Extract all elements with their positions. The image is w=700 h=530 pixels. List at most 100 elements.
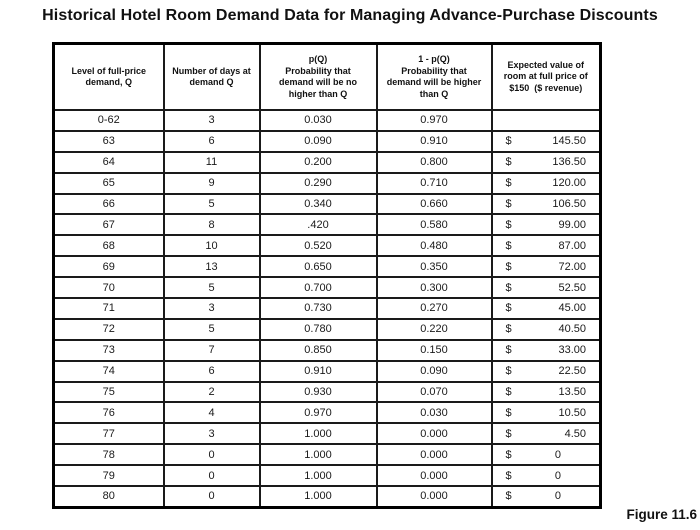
table-row: 0-62 3 0.030 0.970	[52, 109, 602, 132]
cell-demand-level: 78	[52, 443, 165, 467]
cell-probability-higher: 0.000	[375, 485, 493, 509]
expected-value-amount: 40.50	[558, 323, 586, 336]
table-row: 71 3 0.730 0.270 $ 45.00	[52, 297, 602, 320]
cell-probability-no-higher: 0.850	[258, 338, 378, 362]
table-row: 63 6 0.090 0.910 $ 145.50	[52, 129, 602, 153]
table-row: 76 4 0.970 0.030 $ 10.50	[52, 401, 602, 425]
table-row: 68 10 0.520 0.480 $ 87.00	[52, 234, 602, 258]
cell-demand-level: 0-62	[52, 109, 165, 132]
cell-days: 5	[162, 317, 261, 341]
expected-value-wrap: $ 45.00	[494, 302, 599, 315]
currency-symbol: $	[505, 448, 512, 461]
cell-expected-value: $ 40.50	[490, 317, 602, 341]
cell-probability-higher: 0.030	[375, 401, 493, 425]
cell-expected-value: $ 13.50	[490, 380, 602, 404]
cell-probability-no-higher: 0.340	[258, 192, 378, 216]
cell-probability-no-higher: 0.290	[258, 171, 378, 195]
cell-expected-value: $ 0	[490, 485, 602, 509]
col-header-days: Number of days at demand Q	[162, 42, 261, 111]
cell-days: 4	[162, 401, 261, 425]
cell-demand-level: 69	[52, 255, 165, 279]
cell-expected-value: $ 136.50	[490, 150, 602, 174]
cell-expected-value: $ 99.00	[490, 213, 602, 237]
cell-demand-level: 64	[52, 150, 165, 174]
cell-probability-no-higher: 0.700	[258, 276, 378, 300]
table-row: 75 2 0.930 0.070 $ 13.50	[52, 380, 602, 404]
cell-expected-value: $ 145.50	[490, 129, 602, 153]
cell-probability-no-higher: 0.090	[258, 129, 378, 153]
cell-expected-value: $ 45.00	[490, 297, 602, 320]
cell-probability-higher: 0.350	[375, 255, 493, 279]
table-row: 66 5 0.340 0.660 $ 106.50	[52, 192, 602, 216]
cell-probability-no-higher: 0.930	[258, 380, 378, 404]
expected-value-amount: 52.50	[558, 281, 586, 294]
table-row: 79 0 1.000 0.000 $ 0	[52, 464, 602, 488]
cell-probability-higher: 0.660	[375, 192, 493, 216]
cell-demand-level: 68	[52, 234, 165, 258]
cell-demand-level: 66	[52, 192, 165, 216]
currency-symbol: $	[505, 281, 512, 294]
cell-days: 3	[162, 297, 261, 320]
currency-symbol: $	[505, 469, 512, 482]
expected-value-wrap: $ 87.00	[494, 239, 599, 252]
currency-symbol: $	[505, 156, 512, 169]
cell-probability-higher: 0.270	[375, 297, 493, 320]
cell-probability-higher: 0.000	[375, 464, 493, 488]
cell-demand-level: 71	[52, 297, 165, 320]
cell-days: 9	[162, 171, 261, 195]
expected-value-amount: 72.00	[558, 260, 586, 273]
table-row: 67 8 .420 0.580 $ 99.00	[52, 213, 602, 237]
cell-probability-no-higher: 0.910	[258, 359, 378, 383]
cell-probability-higher: 0.150	[375, 338, 493, 362]
currency-symbol: $	[505, 490, 512, 503]
currency-symbol: $	[505, 406, 512, 419]
expected-value-amount: 4.50	[564, 427, 586, 440]
cell-probability-no-higher: 0.030	[258, 109, 378, 132]
expected-value-amount: 10.50	[558, 406, 586, 419]
cell-demand-level: 63	[52, 129, 165, 153]
table-body: 0-62 3 0.030 0.970 63 6 0.090 0.910 $ 14…	[52, 109, 602, 509]
cell-probability-higher: 0.970	[375, 109, 493, 132]
header-row: Level of full-price demand, Q Number of …	[52, 42, 602, 111]
currency-symbol: $	[505, 365, 512, 378]
table-row: 77 3 1.000 0.000 $ 4.50	[52, 422, 602, 446]
cell-days: 5	[162, 276, 261, 300]
col-header-probability-higher: 1 - p(Q) Probability that demand will be…	[375, 42, 493, 111]
currency-symbol: $	[505, 323, 512, 336]
expected-value-amount: 22.50	[558, 365, 586, 378]
cell-probability-higher: 0.070	[375, 380, 493, 404]
cell-days: 11	[162, 150, 261, 174]
cell-probability-no-higher: 0.650	[258, 255, 378, 279]
cell-days: 6	[162, 129, 261, 153]
cell-probability-no-higher: 0.520	[258, 234, 378, 258]
cell-probability-higher: 0.000	[375, 443, 493, 467]
expected-value-wrap: $ 99.00	[494, 219, 599, 231]
expected-value-amount: 87.00	[558, 239, 586, 252]
col-header-expected-value: Expected value of room at full price of …	[490, 42, 602, 111]
cell-days: 10	[162, 234, 261, 258]
cell-expected-value	[490, 109, 602, 132]
cell-days: 0	[162, 485, 261, 509]
cell-demand-level: 67	[52, 213, 165, 237]
cell-probability-no-higher: 0.970	[258, 401, 378, 425]
figure-label: Figure 11.6	[626, 507, 697, 522]
cell-days: 0	[162, 443, 261, 467]
expected-value-wrap: $ 0	[494, 469, 599, 482]
col-header-demand-level: Level of full-price demand, Q	[52, 42, 165, 111]
expected-value-wrap: $ 145.50	[494, 135, 599, 147]
cell-demand-level: 80	[52, 485, 165, 509]
currency-symbol: $	[505, 239, 512, 252]
currency-symbol: $	[505, 344, 512, 357]
cell-expected-value: $ 106.50	[490, 192, 602, 216]
expected-value-wrap: $ 72.00	[494, 260, 599, 273]
cell-probability-no-higher: 0.200	[258, 150, 378, 174]
cell-expected-value: $ 0	[490, 464, 602, 488]
cell-expected-value: $ 0	[490, 443, 602, 467]
cell-probability-no-higher: 1.000	[258, 485, 378, 509]
expected-value-amount: 136.50	[552, 156, 586, 169]
expected-value-wrap: $ 0	[494, 448, 599, 461]
expected-value-amount: 45.00	[558, 302, 586, 315]
cell-days: 5	[162, 192, 261, 216]
cell-probability-no-higher: 1.000	[258, 443, 378, 467]
expected-value-wrap: $ 52.50	[494, 281, 599, 294]
